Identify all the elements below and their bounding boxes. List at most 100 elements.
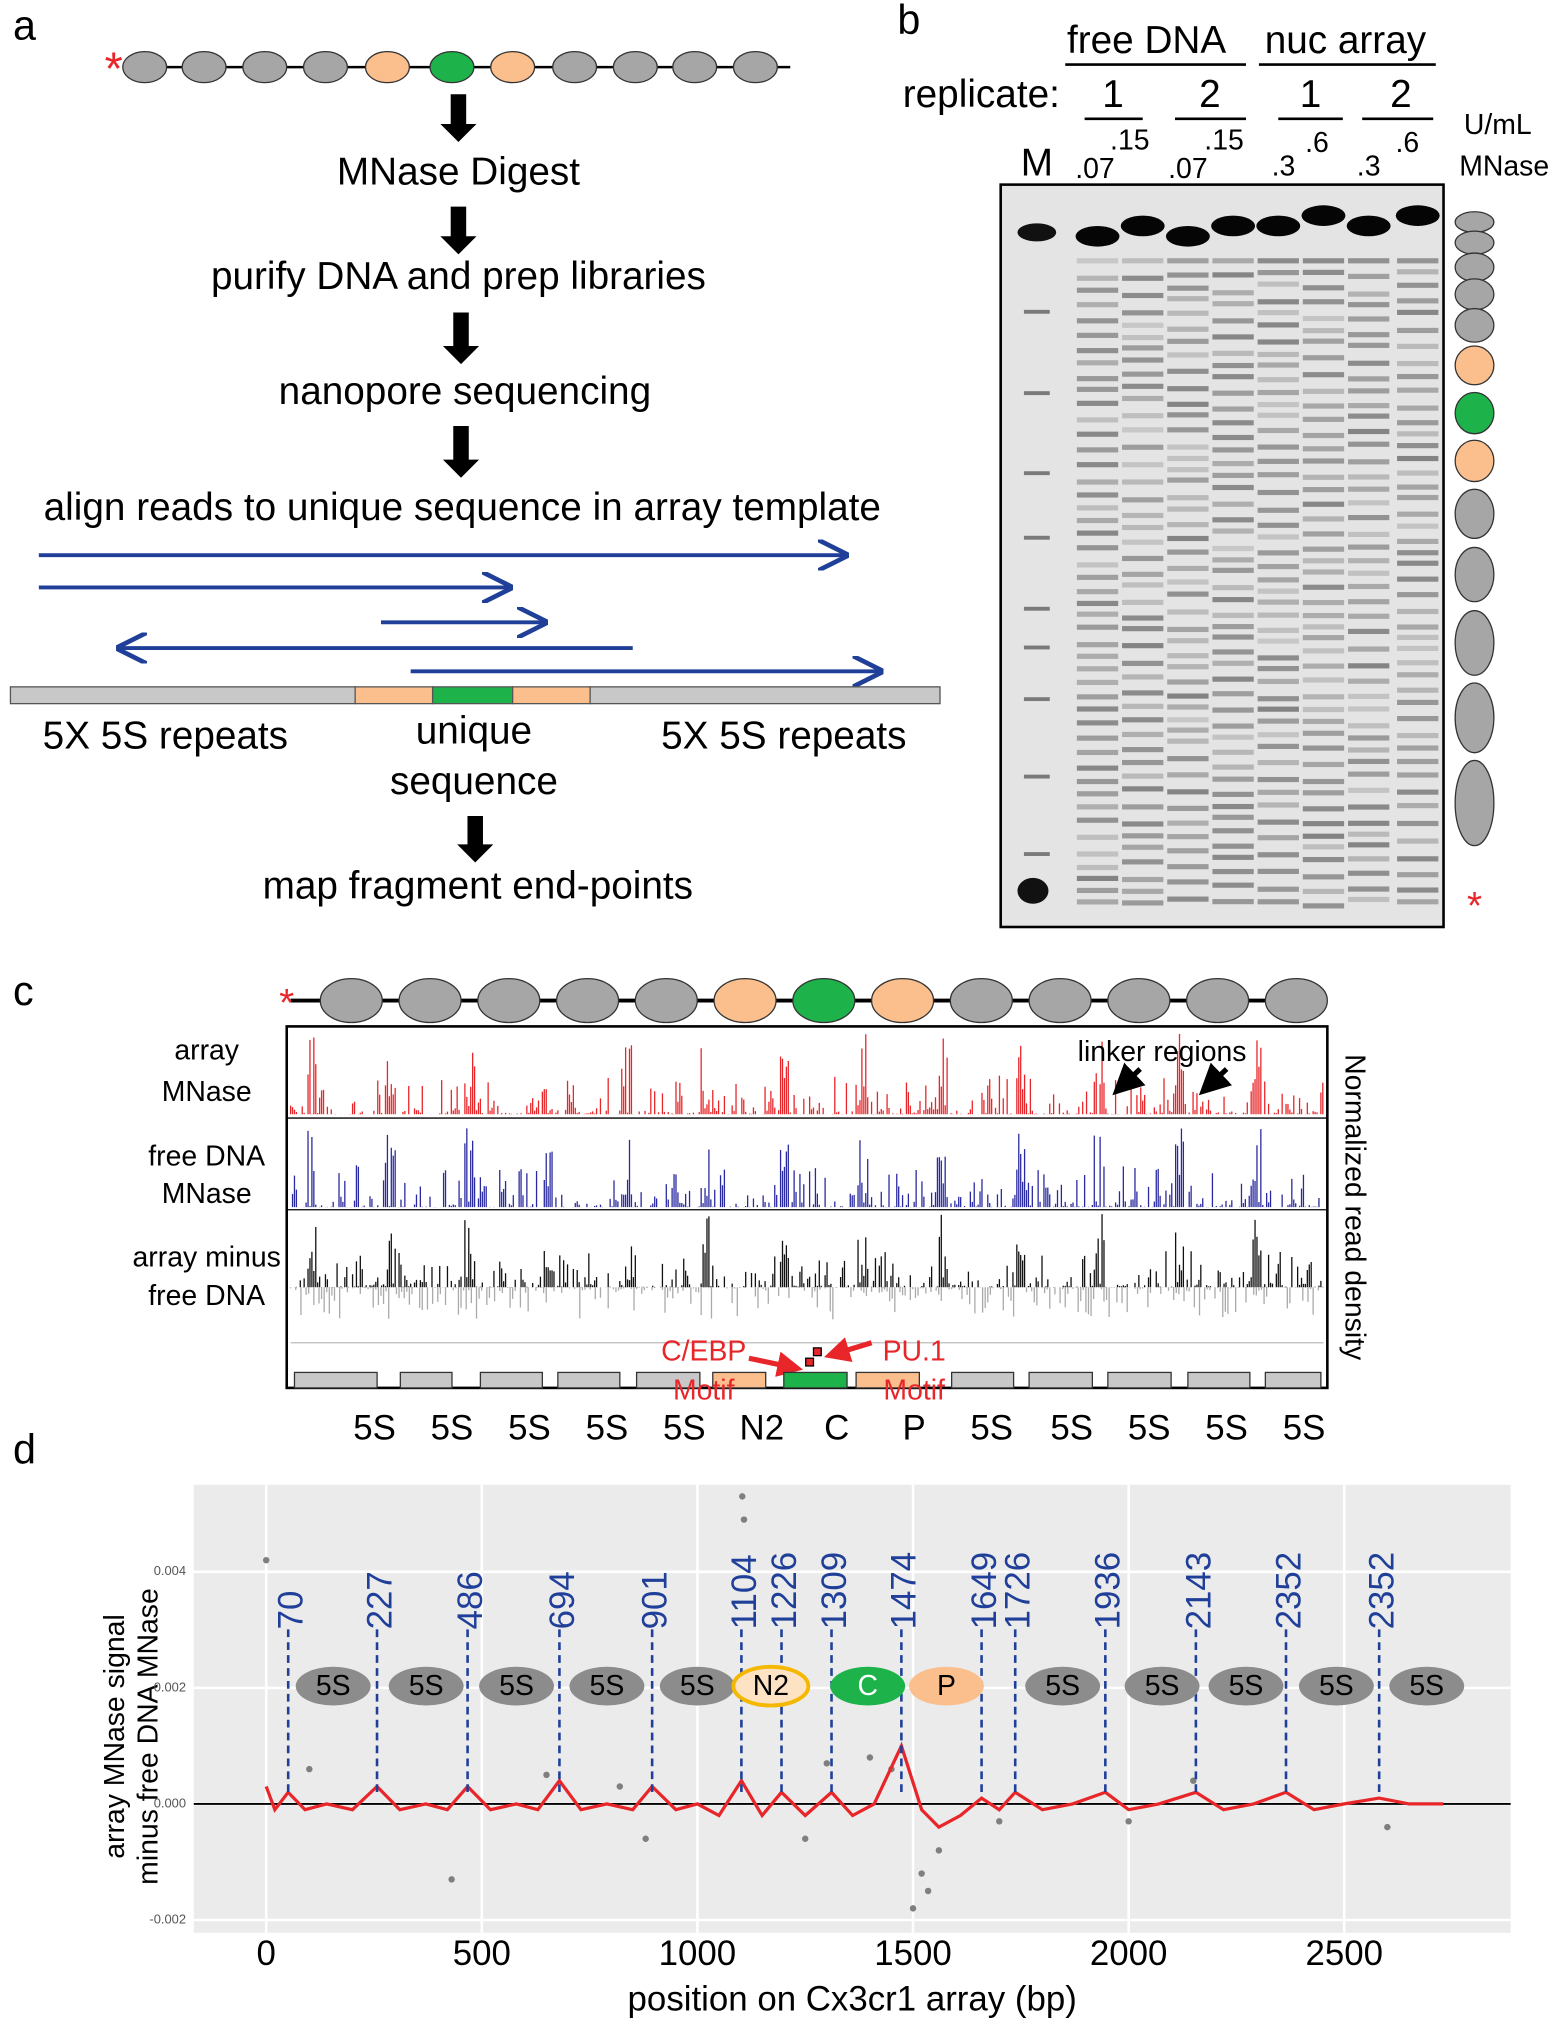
nucleosome-label: 5S xyxy=(590,1670,625,1702)
gel-band xyxy=(1302,888,1345,894)
segment-label: 5X 5S repeats xyxy=(661,715,906,758)
gel-band xyxy=(1076,720,1119,726)
gel-band xyxy=(1347,678,1390,684)
gel-band xyxy=(1122,479,1164,485)
gel-band xyxy=(1397,772,1439,778)
gel-band xyxy=(1257,412,1299,418)
ladder-band xyxy=(1023,309,1050,314)
gel-band xyxy=(1122,539,1164,545)
gel-band xyxy=(1167,820,1209,826)
gel-band xyxy=(1122,512,1164,519)
gel-band xyxy=(1347,459,1390,465)
gel-band xyxy=(1122,497,1164,503)
nucleosome-label: 5S xyxy=(1045,1670,1080,1702)
gel-band xyxy=(1212,612,1254,618)
nucleosome xyxy=(1454,307,1495,343)
nucleosome xyxy=(569,1666,645,1706)
gel-band xyxy=(1076,332,1119,338)
gel-band xyxy=(1397,282,1439,288)
gel-band xyxy=(1257,472,1299,478)
gel-band xyxy=(1397,672,1439,678)
gel-band xyxy=(1347,302,1390,308)
gel-band xyxy=(1076,545,1119,551)
gel-band xyxy=(1212,567,1254,573)
track-signal xyxy=(289,1034,1324,1115)
nucleosome xyxy=(949,977,1013,1024)
gel-band xyxy=(1167,565,1209,572)
point xyxy=(448,1876,455,1883)
gel-band xyxy=(1257,612,1299,618)
gel-band xyxy=(1347,428,1390,435)
gel-band xyxy=(1167,879,1209,885)
gel-band xyxy=(1257,507,1299,513)
peak-label: 2143 xyxy=(1179,1552,1218,1630)
x-tick-label: 0 xyxy=(257,1934,276,1973)
gel-band xyxy=(1122,524,1164,531)
gel-band xyxy=(1167,704,1209,710)
step: purify DNA and prep libraries xyxy=(211,255,706,298)
nucleosome xyxy=(713,977,777,1024)
point xyxy=(642,1835,649,1842)
well-band xyxy=(1301,205,1346,226)
group-label: free DNA xyxy=(1067,19,1226,62)
motif-label: Motif xyxy=(673,1374,735,1406)
gel-band xyxy=(1076,653,1119,659)
gel-band xyxy=(1212,528,1254,534)
gel-band xyxy=(1167,401,1209,407)
gel-band xyxy=(1167,664,1209,670)
peak-label: 1474 xyxy=(885,1552,924,1630)
point xyxy=(262,1556,270,1564)
y-title: minus free DNA MNase xyxy=(132,1588,164,1885)
gel-band xyxy=(1167,756,1209,762)
gel-band xyxy=(1302,516,1345,522)
gel-band xyxy=(1397,687,1439,693)
well-band xyxy=(1256,215,1301,237)
gel-band xyxy=(1302,355,1345,361)
gel-band xyxy=(1122,773,1164,779)
segment xyxy=(1028,1371,1094,1389)
gel-band xyxy=(1347,291,1390,297)
nucleosome xyxy=(1025,1666,1101,1706)
gel-band xyxy=(1076,400,1119,406)
gel-band xyxy=(1212,557,1254,563)
gel-band xyxy=(1257,868,1299,874)
nucleosome xyxy=(1185,977,1250,1024)
gel-band xyxy=(1167,412,1209,418)
segment xyxy=(293,1371,378,1389)
gel-band xyxy=(1167,522,1209,528)
segment xyxy=(399,1371,453,1389)
segment-label: 5S xyxy=(586,1409,629,1448)
gel-band xyxy=(1167,296,1209,302)
gel-band xyxy=(1302,745,1345,751)
gel-band xyxy=(1076,562,1119,568)
gel-band xyxy=(1167,386,1209,392)
gel-band xyxy=(1076,447,1119,453)
gel-band xyxy=(1212,434,1254,441)
gel-band xyxy=(1397,789,1439,795)
track-signal xyxy=(293,1214,1324,1288)
gel-band xyxy=(1076,666,1119,672)
gel-band xyxy=(1302,501,1345,507)
dose: .6 xyxy=(1305,127,1329,159)
gel-band xyxy=(1397,624,1439,630)
gel-band xyxy=(1167,477,1209,483)
gel-band xyxy=(1122,786,1164,792)
gel-band xyxy=(1347,413,1390,419)
gel-band xyxy=(1212,447,1254,453)
gel-band xyxy=(1397,343,1439,349)
gel-band xyxy=(1257,577,1299,583)
gel-band xyxy=(1302,624,1345,630)
gel-band xyxy=(1076,600,1119,607)
gel-band xyxy=(1347,544,1390,550)
gel-band xyxy=(1212,362,1254,369)
gel-band xyxy=(1212,517,1254,523)
gel-band xyxy=(1347,771,1390,777)
gel-band xyxy=(1257,599,1299,605)
gel-band xyxy=(1167,455,1209,462)
gel-band xyxy=(1212,484,1254,491)
gel-band xyxy=(1302,613,1345,619)
gel-band xyxy=(1257,588,1299,594)
gel-band xyxy=(1122,371,1164,377)
gel-band xyxy=(1122,413,1164,419)
segment-label: 5S xyxy=(970,1409,1013,1448)
